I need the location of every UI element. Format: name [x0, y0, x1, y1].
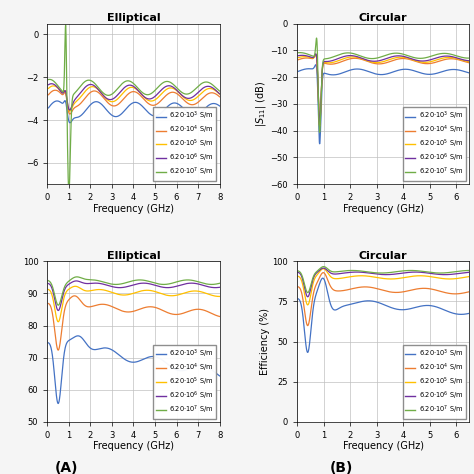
- Y-axis label: Efficiency (%): Efficiency (%): [260, 308, 270, 375]
- Y-axis label: $|S_{11}|$ (dB): $|S_{11}|$ (dB): [254, 81, 268, 127]
- Legend: 6.20·10$^3$ S/m, 6.20·10$^4$ S/m, 6.20·10$^5$ S/m, 6.20·10$^6$ S/m, 6.20·10$^7$ : 6.20·10$^3$ S/m, 6.20·10$^4$ S/m, 6.20·1…: [402, 345, 466, 419]
- Title: Circular: Circular: [359, 251, 408, 261]
- Text: (A): (A): [55, 461, 78, 474]
- Title: Elliptical: Elliptical: [107, 13, 160, 23]
- X-axis label: Frequency (GHz): Frequency (GHz): [343, 441, 424, 451]
- X-axis label: Frequency (GHz): Frequency (GHz): [93, 204, 174, 214]
- Legend: 6.20·10$^3$ S/m, 6.20·10$^4$ S/m, 6.20·10$^5$ S/m, 6.20·10$^6$ S/m, 6.20·10$^7$ : 6.20·10$^3$ S/m, 6.20·10$^4$ S/m, 6.20·1…: [153, 108, 216, 181]
- Legend: 6.20·10$^3$ S/m, 6.20·10$^4$ S/m, 6.20·10$^5$ S/m, 6.20·10$^6$ S/m, 6.20·10$^7$ : 6.20·10$^3$ S/m, 6.20·10$^4$ S/m, 6.20·1…: [153, 345, 216, 419]
- Legend: 6.20·10$^3$ S/m, 6.20·10$^4$ S/m, 6.20·10$^5$ S/m, 6.20·10$^6$ S/m, 6.20·10$^7$ : 6.20·10$^3$ S/m, 6.20·10$^4$ S/m, 6.20·1…: [402, 108, 466, 181]
- X-axis label: Frequency (GHz): Frequency (GHz): [93, 441, 174, 451]
- Text: (B): (B): [329, 461, 353, 474]
- Title: Elliptical: Elliptical: [107, 251, 160, 261]
- Title: Circular: Circular: [359, 13, 408, 23]
- X-axis label: Frequency (GHz): Frequency (GHz): [343, 204, 424, 214]
